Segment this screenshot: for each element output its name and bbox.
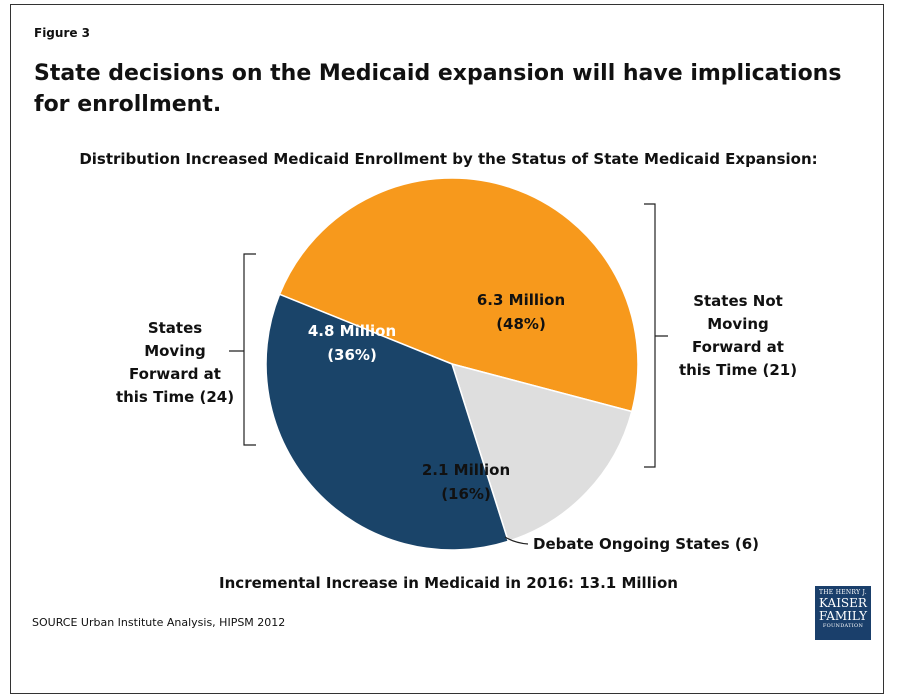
logo-line: FOUNDATION <box>822 623 864 629</box>
pie-slice-debate <box>450 362 633 543</box>
slice-pct-not-moving: (48%) <box>496 315 546 333</box>
bracket-left <box>229 253 256 446</box>
legend-line: Moving <box>707 315 769 333</box>
logo-line: FAMILY <box>818 609 868 623</box>
figure-label: Figure 3 <box>34 26 91 40</box>
slice-label-debate: 2.1 Million (16%) <box>396 458 536 506</box>
legend-label-not-moving: States Not Moving Forward at this Time (… <box>672 290 804 382</box>
legend-label-moving: States Moving Forward at this Time (24) <box>112 317 238 409</box>
pie-chart <box>229 177 668 551</box>
chart-title: Distribution Increased Medicaid Enrollme… <box>79 150 818 168</box>
legend-line: States <box>147 319 203 337</box>
source-note: SOURCE Urban Institute Analysis, HIPSM 2… <box>32 616 286 629</box>
pie-slice-not-moving <box>278 177 639 413</box>
slice-label-not-moving: 6.3 Million (48%) <box>448 288 594 336</box>
slice-pct-debate: (16%) <box>441 485 491 503</box>
legend-line: States Not <box>693 292 783 310</box>
slice-amount-moving: 4.8 Million <box>307 322 397 340</box>
legend-line: Forward at <box>129 365 221 383</box>
logo-line: KAISER <box>819 596 867 610</box>
slice-pct-moving: (36%) <box>327 346 377 364</box>
kff-logo: THE HENRY J. KAISER FAMILY FOUNDATION <box>815 586 871 640</box>
slice-amount-debate: 2.1 Million <box>421 461 511 479</box>
legend-label-debate: Debate Ongoing States (6) <box>533 535 760 553</box>
pie-slice-moving <box>265 293 510 551</box>
slice-label-moving: 4.8 Million (36%) <box>282 319 422 367</box>
headline: State decisions on the Medicaid expansio… <box>34 61 842 117</box>
legend-line: this Time (24) <box>115 388 235 406</box>
slice-amount-not-moving: 6.3 Million <box>476 291 566 309</box>
legend-line: Forward at <box>692 338 784 356</box>
debate-leader-line <box>504 536 529 545</box>
total-note: Incremental Increase in Medicaid in 2016… <box>219 574 678 592</box>
legend-line: Moving <box>144 342 206 360</box>
bracket-right <box>644 203 668 468</box>
logo-line: THE HENRY J. <box>818 589 868 596</box>
legend-line: this Time (21) <box>678 361 798 379</box>
